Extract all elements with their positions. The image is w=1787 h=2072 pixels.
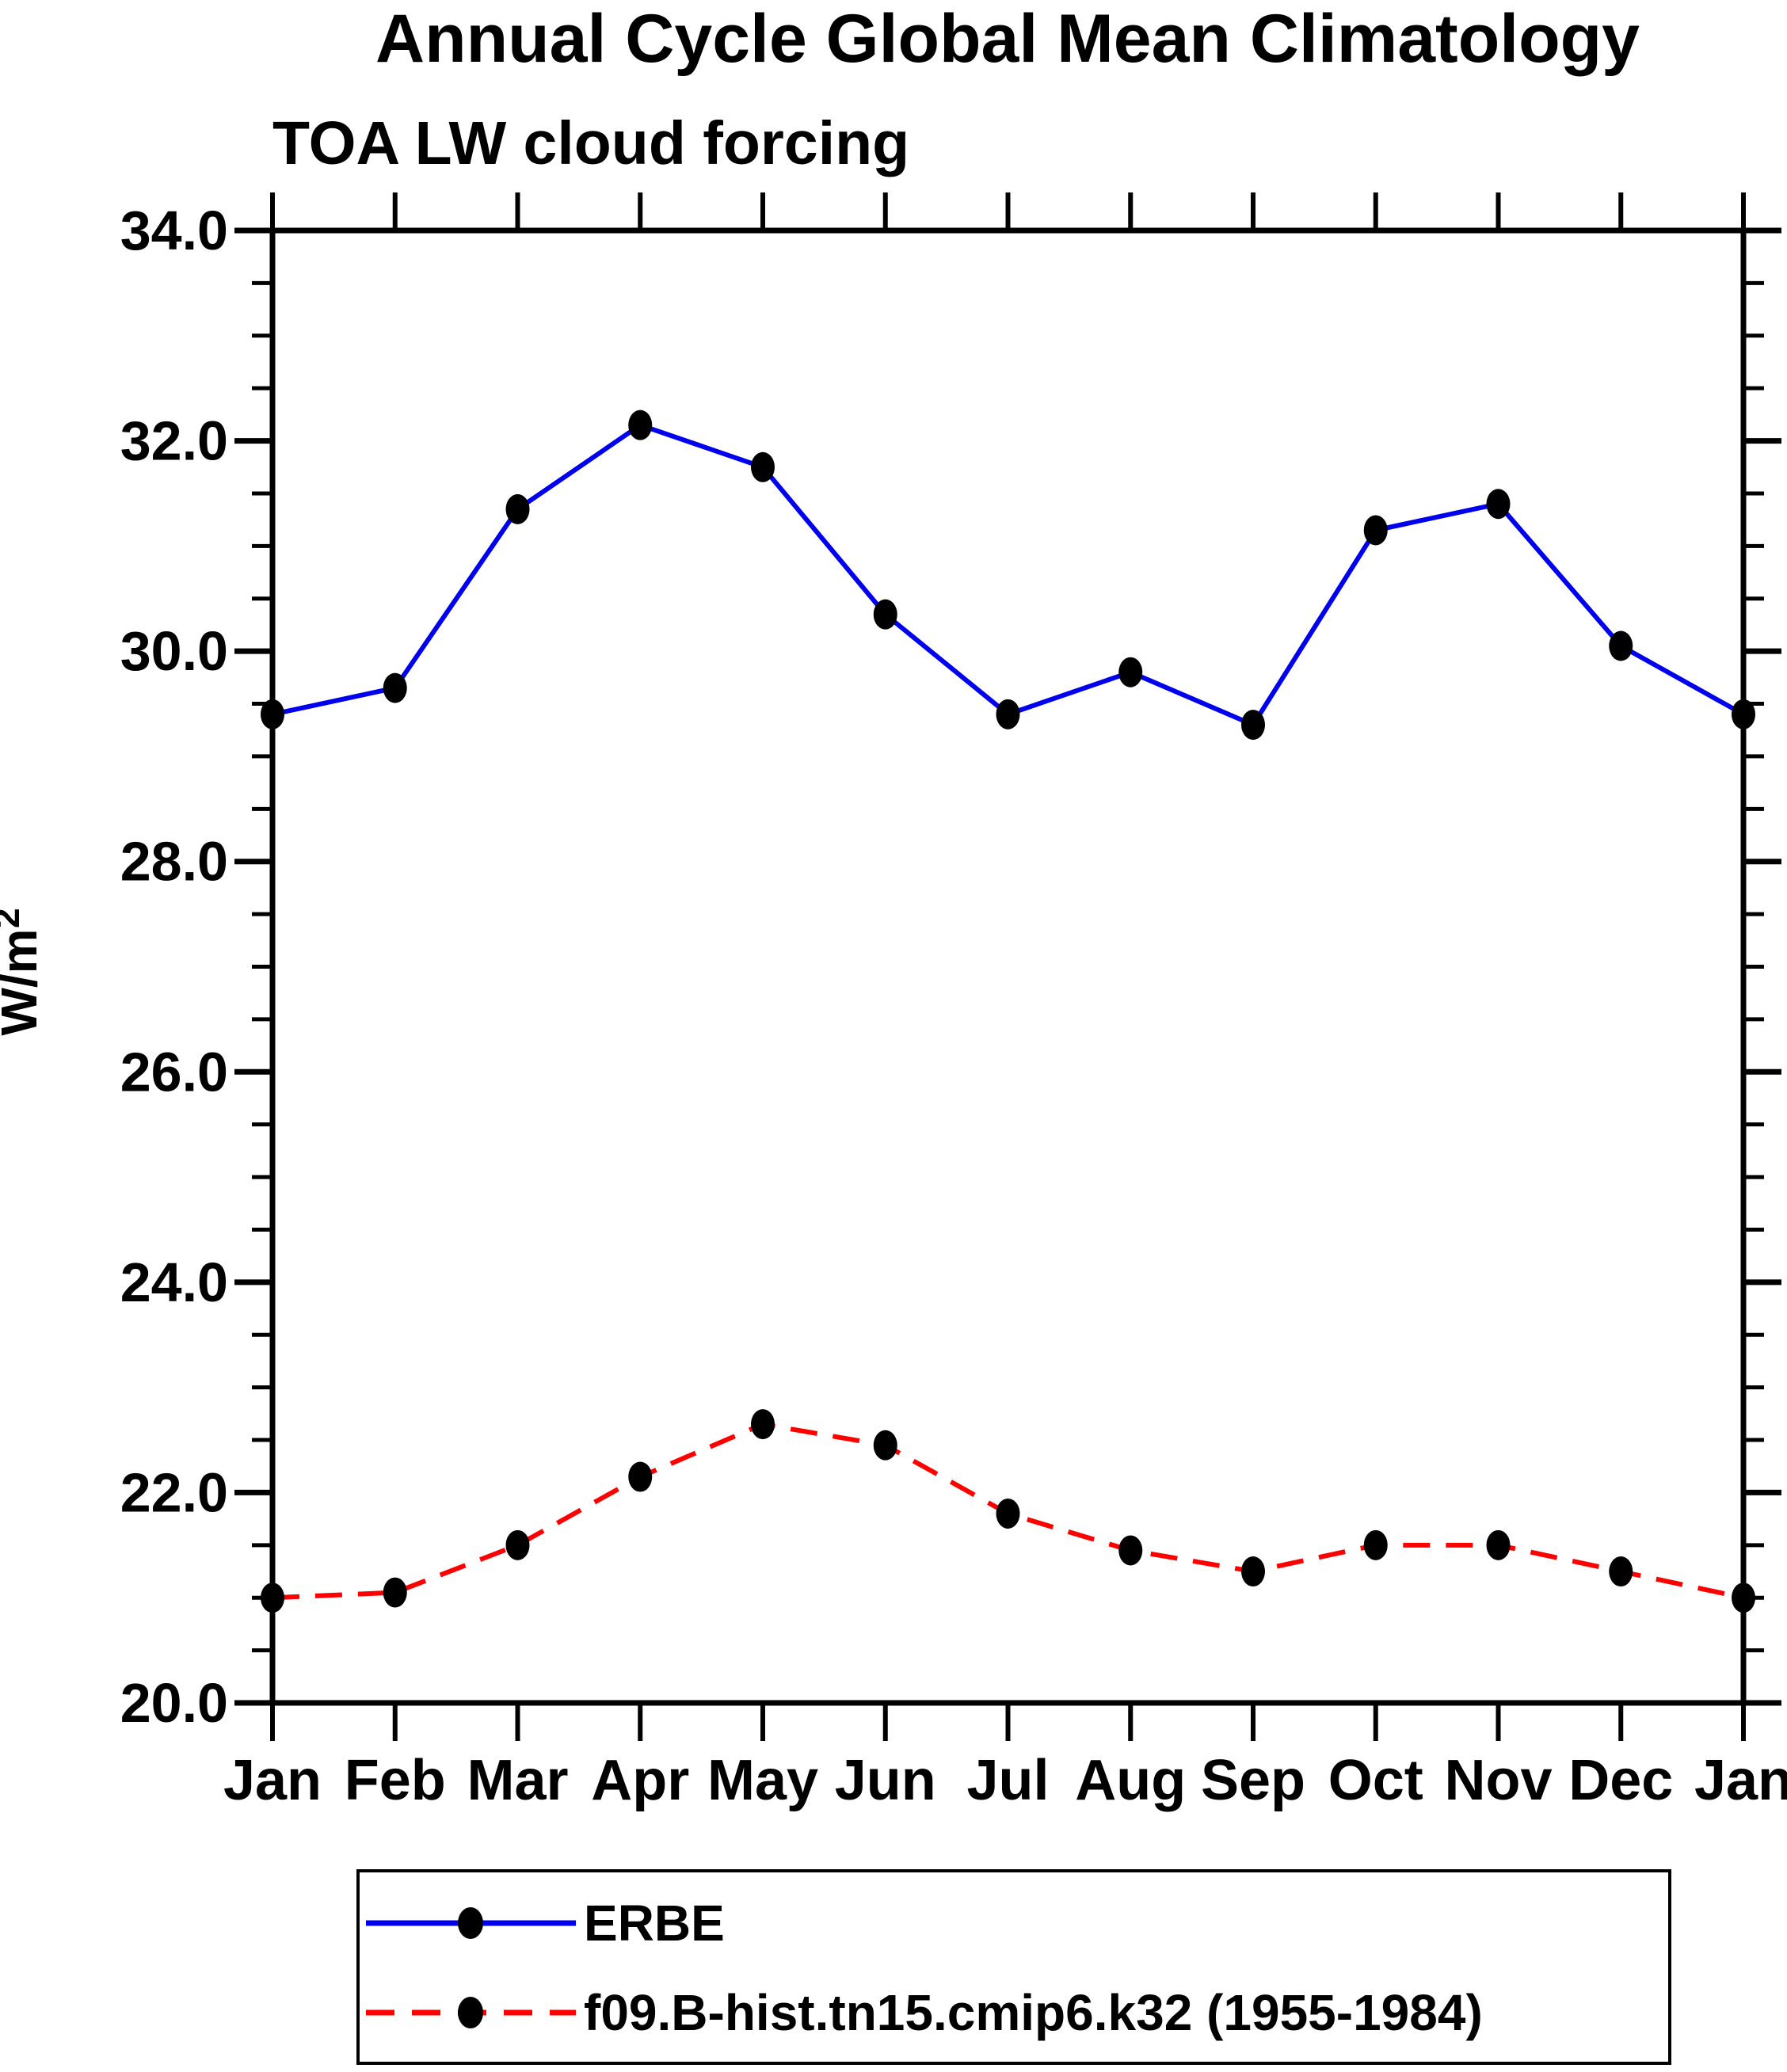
data-point-marker bbox=[1241, 1556, 1265, 1587]
x-tick-label: Oct bbox=[1328, 1749, 1423, 1812]
series-layer bbox=[261, 409, 1755, 1613]
y-tick-label: 20.0 bbox=[120, 1672, 228, 1734]
data-point-marker bbox=[873, 1430, 897, 1461]
x-tick-label: Jun bbox=[835, 1749, 936, 1812]
data-point-marker bbox=[1118, 1535, 1143, 1566]
y-tick-label: 24.0 bbox=[120, 1251, 228, 1313]
chart-title: Annual Cycle Global Mean Climatology bbox=[375, 1, 1640, 77]
legend-marker-model bbox=[458, 1997, 483, 2028]
x-tick-label: May bbox=[707, 1749, 818, 1812]
x-tick-label: Jan bbox=[223, 1749, 322, 1812]
x-tick-label: Sep bbox=[1201, 1749, 1305, 1812]
data-point-marker bbox=[1732, 699, 1755, 729]
x-tick-label: Apr bbox=[591, 1749, 689, 1812]
data-point-marker bbox=[628, 409, 653, 440]
data-point-marker bbox=[1241, 710, 1265, 741]
legend-label-erbe: ERBE bbox=[584, 1895, 725, 1952]
x-tick-label: Mar bbox=[467, 1749, 568, 1812]
x-tick-label: Jul bbox=[966, 1749, 1049, 1812]
y-tick-label: 28.0 bbox=[120, 831, 228, 893]
data-point-marker bbox=[505, 493, 530, 524]
legend-label-model: f09.B-hist.tn15.cmip6.k32 (1955-1984) bbox=[584, 1984, 1483, 2041]
x-tick-label: Nov bbox=[1444, 1749, 1552, 1812]
chart-subtitle: TOA LW cloud forcing bbox=[272, 109, 909, 177]
y-axis-label: W/m bbox=[0, 928, 48, 1035]
y-tick-label: 26.0 bbox=[120, 1041, 228, 1103]
legend: ERBE f09.B-hist.tn15.cmip6.k32 (1955-198… bbox=[356, 1869, 1671, 2065]
data-point-marker bbox=[996, 699, 1020, 729]
data-point-marker bbox=[1363, 515, 1388, 546]
axes-layer: 20.0 22.0 24.0 26.0 28.0 30.0 32.0 34.0 Jan Feb Ma… bbox=[120, 192, 1787, 1812]
legend-marker-erbe bbox=[458, 1907, 483, 1939]
data-point-marker bbox=[1486, 489, 1511, 520]
data-point-marker bbox=[1609, 1556, 1633, 1587]
data-point-marker bbox=[383, 1577, 407, 1608]
y-tick-label: 22.0 bbox=[120, 1461, 228, 1523]
data-point-marker bbox=[261, 1583, 284, 1613]
plot-border bbox=[269, 227, 1747, 1706]
data-point-marker bbox=[261, 699, 284, 729]
data-point-marker bbox=[996, 1498, 1020, 1529]
data-point-marker bbox=[873, 599, 897, 630]
data-point-marker bbox=[383, 672, 407, 703]
data-point-marker bbox=[1486, 1529, 1511, 1560]
y-axis-label-exponent: 2 bbox=[0, 908, 27, 928]
data-point-marker bbox=[628, 1461, 653, 1492]
data-point-marker bbox=[505, 1529, 530, 1560]
x-tick-label: Feb bbox=[345, 1749, 446, 1812]
data-point-marker bbox=[1732, 1583, 1755, 1613]
y-tick-label: 32.0 bbox=[120, 410, 228, 472]
y-tick-label: 30.0 bbox=[120, 620, 228, 682]
data-point-marker bbox=[751, 1409, 775, 1440]
data-point-marker bbox=[1363, 1529, 1388, 1560]
x-tick-label: Aug bbox=[1075, 1749, 1186, 1812]
y-tick-label: 34.0 bbox=[120, 200, 228, 261]
data-point-marker bbox=[1118, 657, 1143, 687]
series-line-0 bbox=[272, 422, 1745, 728]
data-point-marker bbox=[1609, 630, 1633, 661]
legend-box bbox=[356, 1869, 1671, 2065]
data-point-marker bbox=[751, 451, 775, 482]
x-tick-label: Dec bbox=[1568, 1749, 1673, 1812]
x-tick-label: Jan bbox=[1694, 1749, 1787, 1812]
